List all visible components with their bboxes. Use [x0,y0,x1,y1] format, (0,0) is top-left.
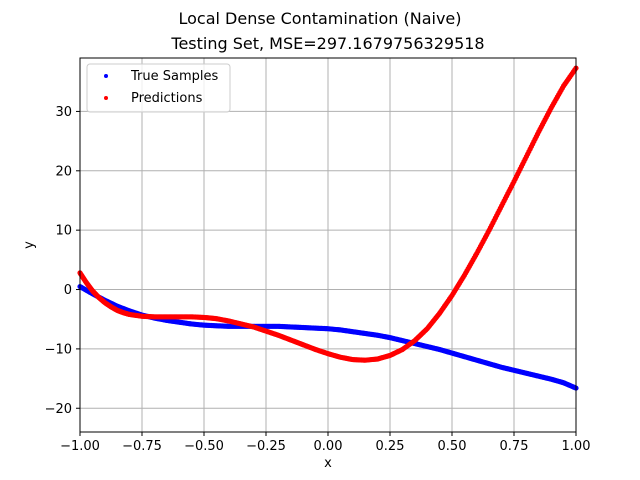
y-tick-label: 30 [55,105,72,120]
x-tick-label: 1.00 [562,439,591,454]
x-tick-label: 0.00 [314,439,343,454]
legend-label-predictions: Predictions [131,91,203,106]
legend: True Samples Predictions [86,63,231,113]
x-tick-label: 0.75 [500,439,529,454]
chart-title: Testing Set, MSE=297.1679756329518 [170,34,484,53]
legend-box [86,63,231,113]
y-tick-label: 10 [55,224,72,239]
x-axis: −1.00 −0.75 −0.50 −0.25 0.00 0.25 0.50 0.75 1.00 [60,432,590,454]
x-axis-label: x [324,456,332,471]
figure-suptitle: Local Dense Contamination (Naive) [178,9,461,28]
x-tick-label: 0.50 [438,439,467,454]
y-tick-label: −10 [45,342,72,357]
x-tick-label: −0.75 [122,439,162,454]
legend-marker-predictions [104,96,108,100]
x-tick-label: −0.25 [246,439,286,454]
legend-marker-true-samples [104,74,108,78]
y-axis: −20 −10 0 10 20 30 [45,105,80,417]
x-tick-label: −1.00 [60,439,100,454]
y-tick-label: 20 [55,164,72,179]
y-axis-label: y [22,241,37,249]
series-layer [77,65,579,391]
y-tick-label: 0 [64,283,72,298]
y-tick-label: −20 [45,402,72,417]
legend-label-true-samples: True Samples [130,69,218,84]
series-predictions [77,65,579,363]
x-tick-label: 0.25 [376,439,405,454]
x-tick-label: −0.50 [184,439,224,454]
